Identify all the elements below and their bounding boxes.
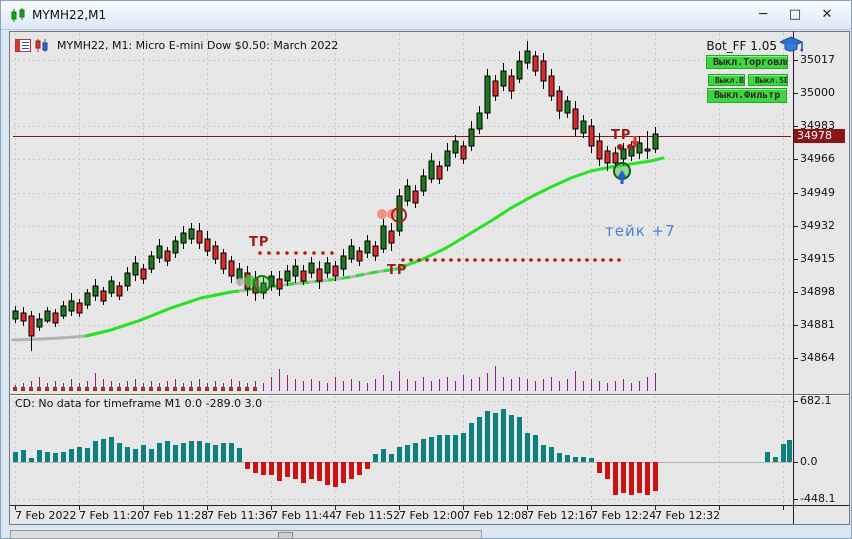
tp-marker-label: TP bbox=[611, 128, 632, 143]
cd-histogram bbox=[13, 409, 792, 495]
current-price-tag: 34978 bbox=[794, 129, 845, 143]
maximize-button[interactable]: □ bbox=[788, 7, 802, 22]
minimized-window-strip[interactable] bbox=[10, 530, 482, 538]
indicator-label: CD: No data for timeframe M1 0.0 -289.0 … bbox=[15, 397, 263, 410]
take-profit-note: тейк +7 bbox=[605, 222, 676, 240]
indicator-scale-label: 682.1 bbox=[800, 394, 832, 407]
price-axis-label: 35000 bbox=[800, 86, 835, 99]
time-axis-label: 7 Feb 12:32 bbox=[655, 509, 721, 522]
price-axis-label: 34932 bbox=[800, 219, 835, 232]
time-axis-label: 7 Feb 12:00 bbox=[399, 509, 465, 522]
minimize-button[interactable]: ─ bbox=[759, 7, 767, 22]
price-axis-label: 35017 bbox=[800, 53, 835, 66]
minimized-chart-icon bbox=[29, 531, 59, 538]
graduation-cap-icon bbox=[778, 36, 804, 58]
symbol-description: MYMH22, M1: Micro E-mini Dow $0.50: Marc… bbox=[57, 39, 339, 52]
tp-marker-label: TP bbox=[249, 235, 270, 250]
time-axis-label: 7 Feb 11:20 bbox=[79, 509, 145, 522]
axes-layer bbox=[10, 31, 849, 524]
indicator-scale-label: 0.0 bbox=[800, 455, 818, 468]
price-axis-label: 34898 bbox=[800, 285, 835, 298]
time-axis-label: 7 Feb 12:24 bbox=[591, 509, 657, 522]
time-axis-label: 7 Feb 2022 bbox=[15, 509, 77, 522]
candles-layer bbox=[12, 41, 659, 351]
time-axis-label: 7 Feb 11:52 bbox=[335, 509, 401, 522]
toggle-sell-button[interactable]: Выкл.SELL bbox=[748, 74, 788, 86]
window-titlebar: MYMH22,M1 ─ □ ✕ bbox=[1, 1, 851, 30]
mini-chart-icon[interactable] bbox=[35, 37, 50, 56]
volume-layer bbox=[13, 366, 656, 391]
tp-marker-label: TP bbox=[387, 263, 408, 278]
tp-dotted-lines bbox=[258, 251, 621, 262]
time-axis-label: 7 Feb 11:28 bbox=[143, 509, 209, 522]
price-axis-label: 34864 bbox=[800, 351, 835, 364]
indicator-scale-label: -448.1 bbox=[800, 492, 836, 505]
time-axis-label: 7 Feb 12:16 bbox=[527, 509, 593, 522]
price-axis-label: 34966 bbox=[800, 152, 835, 165]
price-axis-label: 34983 bbox=[800, 119, 835, 132]
time-axis-label: 7 Feb 11:36 bbox=[207, 509, 273, 522]
price-axis-label: 34949 bbox=[800, 186, 835, 199]
toggle-trading-button[interactable]: Выкл.Торговлю bbox=[706, 55, 788, 69]
window-title: MYMH22,M1 bbox=[32, 8, 107, 22]
price-axis-label: 34881 bbox=[800, 318, 835, 331]
chart-candle-icon bbox=[10, 7, 27, 27]
close-button[interactable]: ✕ bbox=[821, 7, 833, 22]
price-axis-label: 34915 bbox=[800, 252, 835, 265]
bot-name-label: Bot_FF 1.05 bbox=[706, 39, 777, 53]
time-axis-label: 7 Feb 12:08 bbox=[463, 509, 529, 522]
expert-list-icon[interactable] bbox=[15, 37, 31, 56]
grid-layer bbox=[13, 33, 791, 504]
toggle-buy-button[interactable]: Выкл.BUY bbox=[708, 74, 745, 86]
toggle-filter-button[interactable]: Выкл.Фильтр bbox=[707, 88, 787, 103]
ma-lines bbox=[11, 156, 665, 342]
trade-markers bbox=[236, 136, 639, 293]
time-axis-label: 7 Feb 11:44 bbox=[271, 509, 337, 522]
minimized-window-button[interactable] bbox=[278, 532, 293, 538]
